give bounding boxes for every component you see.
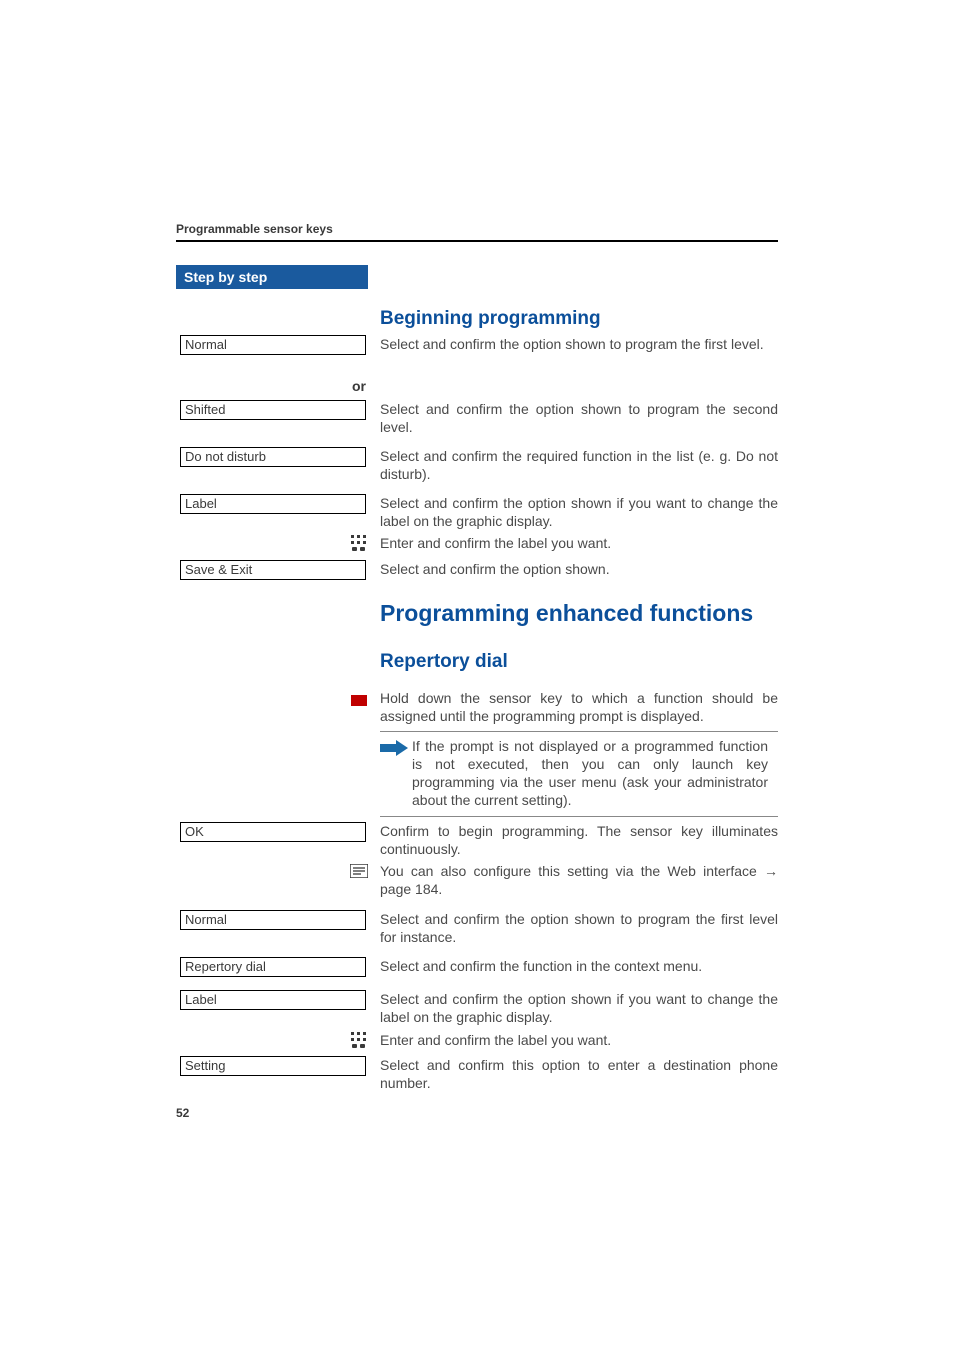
note-box: If the prompt is not displayed or a prog…: [380, 731, 778, 817]
header-rule: [176, 240, 778, 242]
label-or: or: [176, 378, 366, 394]
option-normal-2: Normal: [180, 910, 366, 930]
text-repertory-dial: Select and confirm the function in the c…: [380, 958, 778, 976]
option-save-exit: Save & Exit: [180, 560, 366, 580]
heading-beginning-programming: Beginning programming: [380, 308, 601, 330]
text-label-2: Select and confirm the option shown if y…: [380, 991, 778, 1027]
step-by-step-header: Step by step: [176, 265, 368, 289]
option-shifted: Shifted: [180, 400, 366, 420]
option-ok: OK: [180, 822, 366, 842]
page: Programmable sensor keys Step by step Be…: [0, 0, 954, 1351]
text-ok: Confirm to begin programming. The sensor…: [380, 823, 778, 859]
page-number: 52: [176, 1106, 189, 1120]
note-text: If the prompt is not displayed or a prog…: [412, 738, 768, 810]
heading-programming-enhanced: Programming enhanced functions: [380, 600, 753, 627]
option-label-2: Label: [180, 990, 366, 1010]
keypad-icon-2: [349, 1031, 369, 1054]
text-setting: Select and confirm this option to enter …: [380, 1057, 778, 1093]
text-web-ref-line: You can also configure this setting via …: [380, 863, 778, 897]
option-setting: Setting: [180, 1056, 366, 1076]
text-web-ref: You can also configure this setting via …: [380, 863, 778, 899]
running-head: Programmable sensor keys: [176, 222, 333, 236]
option-repertory-dial: Repertory dial: [180, 957, 366, 977]
web-interface-icon: [349, 864, 369, 883]
text-enter-label-2: Enter and confirm the label you want.: [380, 1032, 778, 1050]
text-shifted: Select and confirm the option shown to p…: [380, 401, 778, 437]
text-normal: Select and confirm the option shown to p…: [380, 336, 778, 354]
text-save-exit: Select and confirm the option shown.: [380, 561, 778, 579]
text-normal-2: Select and confirm the option shown to p…: [380, 911, 778, 947]
option-label: Label: [180, 494, 366, 514]
text-hold-sensor-key: Hold down the sensor key to which a func…: [380, 690, 778, 726]
text-enter-label-1: Enter and confirm the label you want.: [380, 535, 778, 553]
option-normal: Normal: [180, 335, 366, 355]
option-do-not-disturb: Do not disturb: [180, 447, 366, 467]
note-arrow-icon: [380, 738, 412, 756]
keypad-icon: [349, 534, 369, 557]
text-do-not-disturb: Select and confirm the required function…: [380, 448, 778, 484]
subheading-repertory-dial: Repertory dial: [380, 651, 508, 673]
sensor-led-icon: [349, 693, 369, 711]
text-label: Select and confirm the option shown if y…: [380, 495, 778, 531]
